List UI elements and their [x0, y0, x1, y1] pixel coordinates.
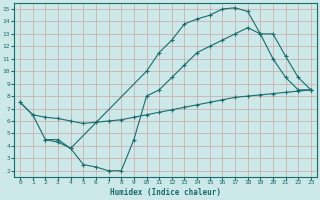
X-axis label: Humidex (Indice chaleur): Humidex (Indice chaleur): [110, 188, 221, 197]
